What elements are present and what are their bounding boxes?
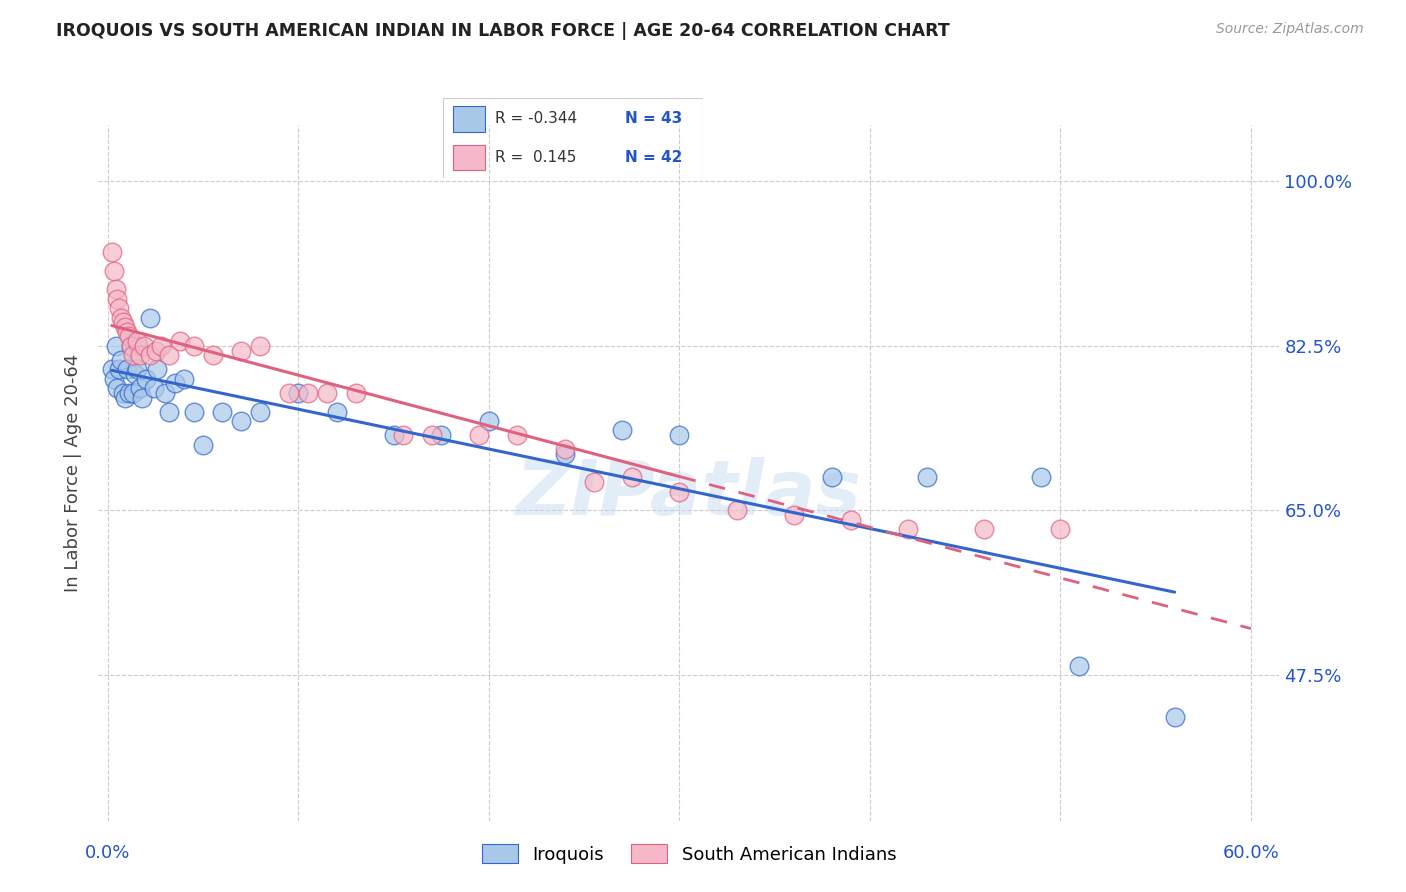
Point xyxy=(821,470,844,484)
Point xyxy=(839,513,862,527)
Point xyxy=(554,447,576,461)
Point xyxy=(107,292,129,306)
Text: R =  0.145: R = 0.145 xyxy=(495,150,576,165)
Point xyxy=(169,334,191,348)
Point xyxy=(124,367,146,381)
Point xyxy=(897,522,920,536)
Point xyxy=(1163,710,1185,724)
Point xyxy=(668,484,690,499)
Point xyxy=(392,428,415,442)
Point xyxy=(118,329,141,343)
Point xyxy=(915,470,938,484)
Point xyxy=(430,428,453,442)
Text: 0.0%: 0.0% xyxy=(86,844,131,863)
Point xyxy=(108,301,131,316)
Point xyxy=(231,414,253,428)
Point xyxy=(139,310,162,325)
Point xyxy=(1031,470,1053,484)
Point xyxy=(231,343,253,358)
Text: N = 43: N = 43 xyxy=(624,112,682,127)
Point xyxy=(420,428,443,442)
Point xyxy=(145,343,167,358)
Point xyxy=(115,325,138,339)
Point xyxy=(382,428,405,442)
Point xyxy=(114,320,136,334)
Point xyxy=(121,385,143,400)
Point xyxy=(157,348,180,362)
Point xyxy=(139,348,162,362)
Point xyxy=(150,339,173,353)
Point xyxy=(1069,658,1091,673)
Point xyxy=(201,348,224,362)
Point xyxy=(131,391,153,405)
Point xyxy=(103,263,125,277)
Point xyxy=(103,372,125,386)
Point xyxy=(183,404,205,418)
Point xyxy=(110,353,132,368)
Text: N = 42: N = 42 xyxy=(624,150,682,165)
Point xyxy=(783,508,806,522)
Point xyxy=(112,315,135,329)
Point xyxy=(129,348,152,362)
Point xyxy=(620,470,643,484)
Point xyxy=(612,424,634,438)
Point xyxy=(344,385,367,400)
Point xyxy=(183,339,205,353)
Point xyxy=(478,414,501,428)
Point xyxy=(973,522,995,536)
Point xyxy=(121,348,143,362)
Point xyxy=(125,334,148,348)
Point xyxy=(287,385,309,400)
Point xyxy=(134,339,156,353)
Point xyxy=(108,362,131,376)
Text: ZIPatlas: ZIPatlas xyxy=(516,457,862,531)
Point xyxy=(110,310,132,325)
Point xyxy=(582,475,605,490)
Point xyxy=(114,391,136,405)
Point xyxy=(112,385,135,400)
Point xyxy=(125,362,148,376)
Point xyxy=(135,372,157,386)
Point xyxy=(325,404,347,418)
Point xyxy=(142,381,165,395)
Point xyxy=(120,339,142,353)
Text: IROQUOIS VS SOUTH AMERICAN INDIAN IN LABOR FORCE | AGE 20-64 CORRELATION CHART: IROQUOIS VS SOUTH AMERICAN INDIAN IN LAB… xyxy=(56,22,950,40)
Point xyxy=(153,385,176,400)
Point xyxy=(173,372,195,386)
Point xyxy=(120,339,142,353)
Point xyxy=(1049,522,1071,536)
Point xyxy=(107,381,129,395)
Legend: Iroquois, South American Indians: Iroquois, South American Indians xyxy=(474,837,904,871)
Point xyxy=(249,339,271,353)
Point xyxy=(277,385,299,400)
Point xyxy=(118,385,141,400)
Point xyxy=(115,362,138,376)
Point xyxy=(725,503,748,517)
Point xyxy=(249,404,271,418)
FancyBboxPatch shape xyxy=(453,106,485,132)
FancyBboxPatch shape xyxy=(453,145,485,170)
Point xyxy=(104,339,127,353)
Point xyxy=(146,362,169,376)
Point xyxy=(554,442,576,457)
Point xyxy=(193,437,215,451)
Point xyxy=(506,428,529,442)
Point xyxy=(157,404,180,418)
Point xyxy=(297,385,319,400)
Text: 60.0%: 60.0% xyxy=(1222,844,1279,863)
Point xyxy=(129,381,152,395)
Point xyxy=(468,428,491,442)
Text: R = -0.344: R = -0.344 xyxy=(495,112,576,127)
Point xyxy=(100,362,122,376)
Point xyxy=(668,428,690,442)
Point xyxy=(316,385,339,400)
Point xyxy=(104,282,127,296)
Point xyxy=(100,244,122,259)
Y-axis label: In Labor Force | Age 20-64: In Labor Force | Age 20-64 xyxy=(65,353,83,592)
Point xyxy=(211,404,233,418)
Point xyxy=(127,339,149,353)
Text: Source: ZipAtlas.com: Source: ZipAtlas.com xyxy=(1216,22,1364,37)
Point xyxy=(163,376,186,391)
